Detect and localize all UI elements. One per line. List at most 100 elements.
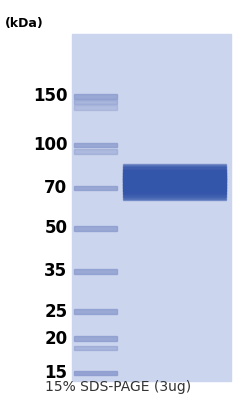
Bar [72, 130, 231, 138]
Bar [72, 60, 231, 69]
Bar [72, 251, 231, 260]
Bar [123, 173, 226, 174]
Bar [72, 225, 231, 234]
Bar [72, 347, 231, 356]
Bar [72, 312, 231, 321]
Text: 100: 100 [33, 136, 67, 154]
Bar [74, 309, 117, 314]
Bar [72, 147, 231, 156]
Bar [123, 196, 226, 197]
Bar [72, 260, 231, 269]
Bar [72, 104, 231, 112]
Bar [123, 172, 226, 173]
Bar [74, 269, 117, 274]
Bar [72, 373, 231, 382]
Bar [123, 185, 226, 186]
Bar [123, 199, 226, 200]
Bar [72, 277, 231, 286]
Bar [72, 356, 231, 364]
Bar [72, 242, 231, 251]
Bar [72, 112, 231, 121]
Text: 20: 20 [44, 330, 67, 348]
Bar [123, 170, 226, 172]
Bar [123, 178, 226, 179]
Bar [123, 190, 226, 191]
Bar [123, 184, 226, 185]
Bar [123, 184, 226, 185]
Bar [123, 189, 226, 190]
Bar [123, 166, 226, 167]
Bar [123, 187, 226, 188]
Bar [72, 138, 231, 147]
Bar [123, 194, 226, 196]
Bar [123, 180, 226, 181]
Bar [123, 186, 226, 187]
Bar [123, 191, 226, 192]
Bar [72, 95, 231, 104]
Bar [74, 94, 117, 99]
Bar [123, 171, 226, 172]
Text: 15: 15 [44, 364, 67, 382]
Bar [123, 192, 226, 193]
Bar [123, 199, 226, 200]
Bar [123, 182, 226, 183]
Bar [72, 303, 231, 312]
Text: 35: 35 [44, 262, 67, 280]
Bar [123, 196, 226, 197]
Text: 15% SDS-PAGE (3ug): 15% SDS-PAGE (3ug) [45, 380, 191, 394]
Bar [74, 149, 117, 154]
Bar [123, 197, 226, 198]
Bar [72, 52, 231, 60]
Bar [72, 295, 231, 303]
Bar [123, 164, 226, 166]
Bar [123, 169, 226, 170]
Bar [72, 156, 231, 164]
Bar [72, 78, 231, 86]
Bar [72, 121, 231, 130]
Text: 50: 50 [44, 219, 67, 237]
Bar [74, 100, 117, 104]
Bar [72, 43, 231, 52]
Bar [72, 234, 231, 242]
Text: (kDa): (kDa) [5, 17, 44, 30]
Bar [123, 176, 226, 178]
Bar [123, 194, 226, 195]
Bar [74, 226, 117, 231]
Bar [123, 168, 226, 169]
Text: 25: 25 [44, 303, 67, 321]
Bar [74, 346, 117, 350]
Bar [123, 165, 226, 166]
Bar [72, 173, 231, 182]
Bar [72, 208, 231, 216]
Bar [72, 34, 231, 43]
Bar [72, 182, 231, 190]
Bar [72, 338, 231, 347]
Bar [123, 181, 226, 182]
Bar [123, 169, 226, 170]
Text: 150: 150 [33, 87, 67, 105]
Bar [123, 176, 226, 177]
Bar [123, 177, 226, 178]
Bar [123, 179, 226, 180]
Bar [123, 195, 226, 196]
Bar [72, 69, 231, 78]
Bar [74, 143, 117, 148]
Bar [123, 170, 226, 171]
Bar [72, 86, 231, 95]
Bar [74, 371, 117, 376]
Bar [123, 188, 226, 190]
Bar [123, 166, 226, 167]
Bar [123, 174, 226, 175]
Bar [72, 286, 231, 295]
Bar [72, 34, 231, 382]
Bar [74, 336, 117, 341]
Bar [72, 321, 231, 329]
Bar [123, 181, 226, 182]
Bar [123, 188, 226, 189]
Bar [123, 193, 226, 194]
Bar [72, 329, 231, 338]
Bar [72, 199, 231, 208]
Bar [123, 175, 226, 176]
Bar [123, 190, 226, 191]
Bar [72, 164, 231, 173]
